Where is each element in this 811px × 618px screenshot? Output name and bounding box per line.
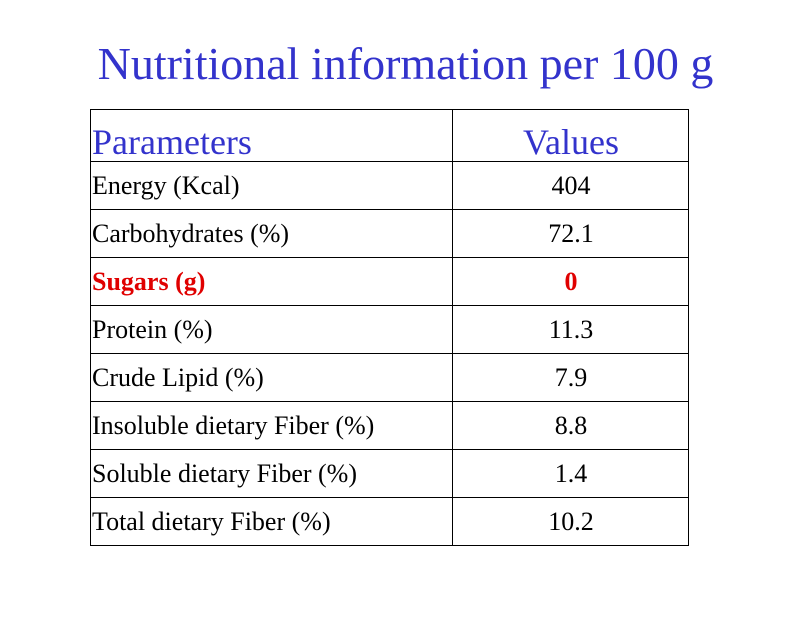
header-values: Values	[452, 109, 689, 162]
value-cell: 7.9	[452, 353, 689, 402]
parameter-cell: Protein (%)	[90, 305, 453, 354]
value-cell: 0	[452, 257, 689, 306]
parameter-cell: Total dietary Fiber (%)	[90, 497, 453, 546]
value-cell: 8.8	[452, 401, 689, 450]
page-title: Nutritional information per 100 g	[97, 38, 714, 89]
parameter-cell: Insoluble dietary Fiber (%)	[90, 401, 453, 450]
table-row: Energy (Kcal) 404	[90, 161, 689, 210]
value-cell: 1.4	[452, 449, 689, 498]
parameter-cell: Energy (Kcal)	[90, 161, 453, 210]
table-row-highlighted: Sugars (g) 0	[90, 257, 689, 306]
value-cell: 404	[452, 161, 689, 210]
parameter-cell: Crude Lipid (%)	[90, 353, 453, 402]
parameter-cell: Soluble dietary Fiber (%)	[90, 449, 453, 498]
value-cell: 11.3	[452, 305, 689, 354]
value-cell: 10.2	[452, 497, 689, 546]
parameter-cell: Carbohydrates (%)	[90, 209, 453, 258]
table-row: Protein (%) 11.3	[90, 305, 689, 354]
table-row: Crude Lipid (%) 7.9	[90, 353, 689, 402]
table-header-row: Parameters Values	[90, 109, 689, 162]
table-row: Total dietary Fiber (%) 10.2	[90, 497, 689, 546]
nutrition-table: Parameters Values Energy (Kcal) 404 Carb…	[90, 109, 689, 546]
value-cell: 72.1	[452, 209, 689, 258]
header-parameters: Parameters	[90, 109, 453, 162]
table-row: Soluble dietary Fiber (%) 1.4	[90, 449, 689, 498]
table-row: Insoluble dietary Fiber (%) 8.8	[90, 401, 689, 450]
table-row: Carbohydrates (%) 72.1	[90, 209, 689, 258]
parameter-cell: Sugars (g)	[90, 257, 453, 306]
